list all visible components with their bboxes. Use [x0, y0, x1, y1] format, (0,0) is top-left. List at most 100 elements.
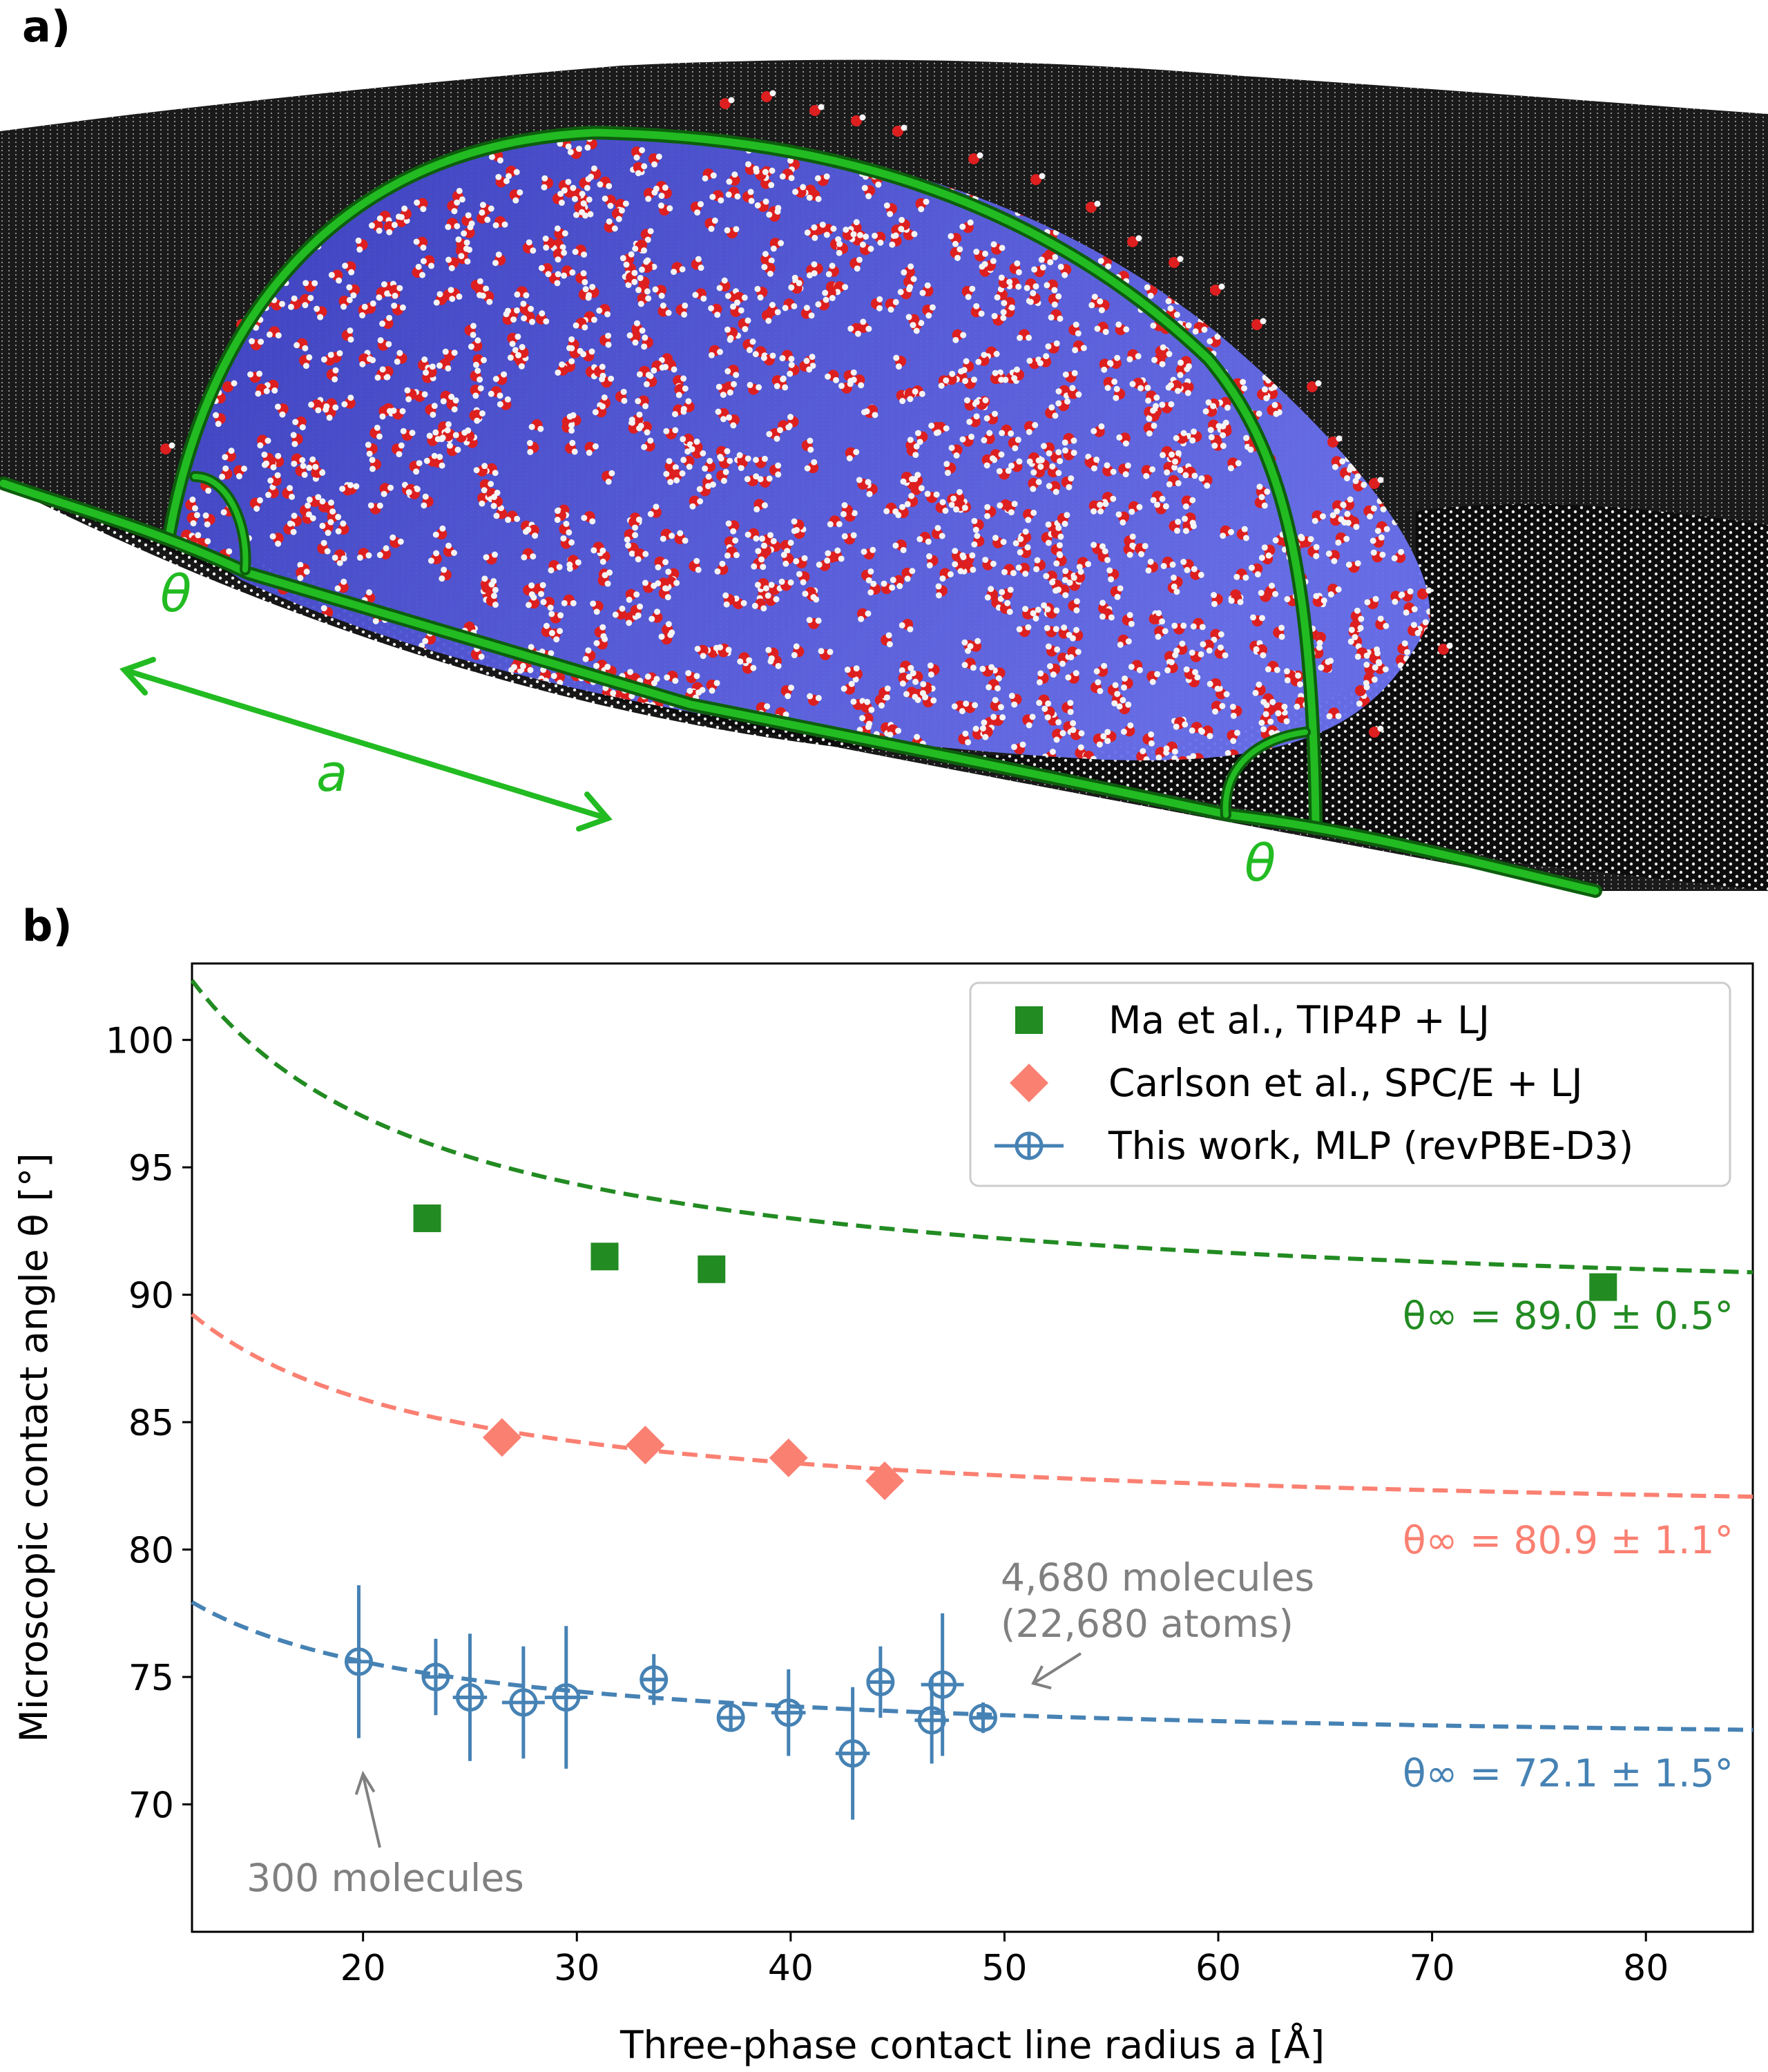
hydrogen-atom [1048, 404, 1055, 411]
hydrogen-atom [1214, 685, 1221, 692]
hydrogen-atom [303, 568, 310, 575]
hydrogen-atom [1311, 517, 1318, 524]
hydrogen-atom [840, 685, 847, 692]
hydrogen-atom [1258, 494, 1265, 501]
water-molecule [514, 686, 529, 700]
hydrogen-atom [497, 157, 503, 164]
water-molecule [961, 658, 977, 671]
hydrogen-atom [296, 635, 303, 642]
hydrogen-atom [276, 663, 282, 670]
hydrogen-atom [581, 515, 588, 521]
hydrogen-atom [302, 345, 309, 352]
hydrogen-atom [287, 303, 294, 310]
hydrogen-atom [514, 688, 521, 695]
water-molecule [459, 733, 474, 748]
hydrogen-atom [301, 471, 308, 478]
hydrogen-atom [744, 161, 751, 168]
hydrogen-atom [658, 292, 665, 299]
hydrogen-atom [234, 604, 241, 611]
hydrogen-atom [953, 452, 960, 459]
water-molecule [657, 303, 672, 317]
hydrogen-atom [999, 430, 1006, 437]
hydrogen-atom [1000, 314, 1007, 321]
hydrogen-atom [900, 478, 907, 485]
hydrogen-atom [589, 518, 596, 525]
hydrogen-atom [693, 557, 700, 564]
hydrogen-atom [1136, 666, 1143, 673]
hydrogen-atom [645, 372, 652, 378]
hydrogen-atom [530, 247, 537, 254]
hydrogen-atom [374, 374, 381, 381]
hydrogen-atom [350, 292, 357, 299]
water-molecule [349, 671, 363, 686]
hydrogen-atom [414, 739, 421, 746]
oxygen-atom [277, 724, 289, 736]
hydrogen-atom [276, 667, 282, 674]
hydrogen-atom [302, 280, 309, 287]
hydrogen-atom [604, 311, 611, 318]
hydrogen-atom [602, 195, 608, 202]
water-molecule [307, 670, 322, 684]
hydrogen-atom [1154, 671, 1161, 678]
hydrogen-atom [827, 649, 834, 655]
hydrogen-atom [530, 700, 537, 707]
hydrogen-atom [486, 764, 492, 770]
hydrogen-atom [1164, 469, 1171, 476]
hydrogen-atom [356, 679, 363, 686]
hydrogen-atom [270, 464, 277, 471]
water-molecule [1036, 694, 1052, 707]
water-molecule [432, 525, 448, 540]
hydrogen-atom [1370, 549, 1377, 556]
hydrogen-atom [718, 197, 724, 204]
hydrogen-atom [555, 271, 561, 278]
hydrogen-atom [291, 295, 298, 302]
hydrogen-atom [299, 457, 306, 463]
hydrogen-atom [770, 537, 777, 544]
hydrogen-atom [924, 282, 931, 289]
hydrogen-atom [1045, 643, 1052, 650]
hydrogen-atom [924, 490, 931, 497]
water-molecule [982, 557, 997, 570]
hydrogen-atom [876, 305, 883, 311]
hydrogen-atom [367, 736, 374, 743]
hydrogen-atom [1011, 701, 1018, 708]
hydrogen-atom [825, 550, 832, 557]
hydrogen-atom [518, 363, 525, 370]
hydrogen-atom [734, 193, 741, 200]
hydrogen-atom [441, 700, 448, 707]
hydrogen-atom [1046, 450, 1053, 457]
hydrogen-atom [1080, 345, 1087, 352]
hydrogen-atom [325, 652, 332, 659]
hydrogen-atom [307, 294, 314, 301]
hydrogen-atom [186, 624, 193, 631]
hydrogen-atom [679, 266, 686, 273]
oxygen-atom [339, 708, 351, 720]
hydrogen-atom [990, 258, 997, 265]
hydrogen-atom [566, 561, 573, 568]
hydrogen-atom [488, 205, 494, 212]
water-molecule [1350, 607, 1365, 622]
hydrogen-atom [1338, 516, 1345, 523]
hydrogen-atom [1269, 699, 1276, 706]
oxygen-atom [349, 673, 361, 684]
hydrogen-atom [627, 669, 634, 675]
oxygen-atom [534, 742, 546, 754]
hydrogen-atom [660, 535, 666, 542]
hydrogen-atom [1093, 457, 1100, 463]
oxygen-atom [318, 651, 329, 662]
hydrogen-atom [492, 738, 499, 745]
hydrogen-atom [856, 256, 863, 263]
hydrogen-atom [189, 496, 196, 503]
hydrogen-atom [1099, 599, 1106, 606]
hydrogen-atom [1101, 366, 1108, 373]
hydrogen-atom [376, 552, 383, 559]
hydrogen-atom [571, 448, 578, 455]
water-molecule [572, 244, 588, 258]
hydrogen-atom [1154, 501, 1161, 508]
water-molecule [262, 650, 276, 666]
hydrogen-atom [724, 227, 731, 233]
water-molecule [829, 758, 843, 760]
hydrogen-atom [779, 755, 786, 760]
hydrogen-atom [927, 662, 934, 669]
hydrogen-atom [724, 368, 731, 375]
